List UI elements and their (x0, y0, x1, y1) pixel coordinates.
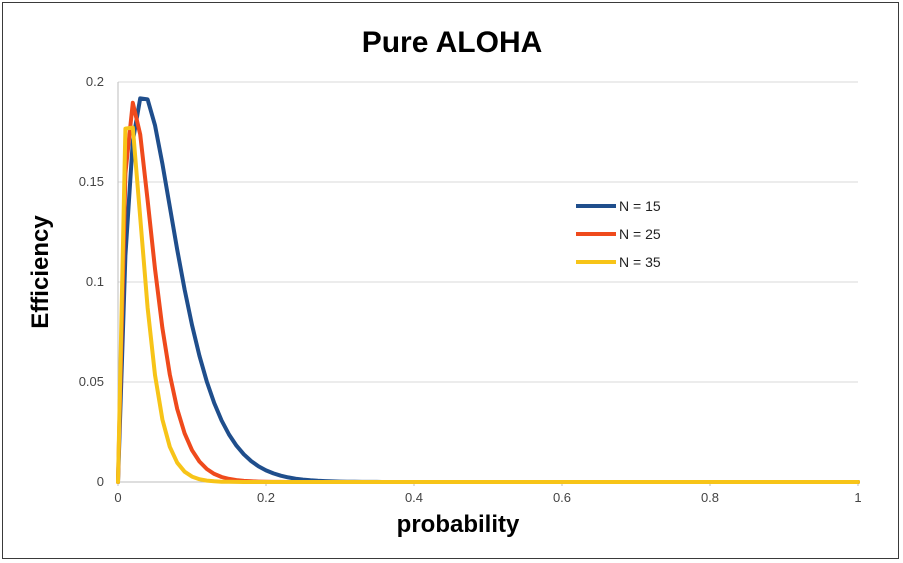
x-tick-label: 1 (854, 490, 861, 505)
legend-label-n25: N = 25 (619, 226, 661, 242)
series-line-n25 (116, 100, 860, 484)
y-axis-title: Efficiency (27, 215, 54, 329)
x-axis-title: probability (397, 511, 520, 538)
series-lines (116, 96, 860, 484)
y-tick-label: 0.1 (86, 274, 104, 289)
y-tick-labels: 0 0.05 0.1 0.15 0.2 (79, 74, 104, 489)
legend-label-n35: N = 35 (619, 254, 661, 270)
gridlines (118, 81, 858, 383)
legend: N = 15 N = 25 N = 35 (576, 198, 661, 270)
x-tick-labels: 0 0.2 0.4 0.6 0.8 1 (114, 490, 861, 505)
x-tick-label: 0.4 (405, 490, 423, 505)
series-line-n15 (116, 96, 860, 484)
x-tick-label: 0 (114, 490, 121, 505)
x-tick-label: 0.8 (701, 490, 719, 505)
y-tick-label: 0.15 (79, 174, 104, 189)
x-tick-label: 0.2 (257, 490, 275, 505)
y-tick-label: 0 (97, 474, 104, 489)
y-tick-label: 0.05 (79, 374, 104, 389)
series-line-n35 (116, 125, 860, 484)
y-tick-label: 0.2 (86, 74, 104, 89)
axes (117, 82, 859, 486)
x-tick-label: 0.6 (553, 490, 571, 505)
chart-title: Pure ALOHA (362, 26, 543, 59)
legend-label-n15: N = 15 (619, 198, 661, 214)
